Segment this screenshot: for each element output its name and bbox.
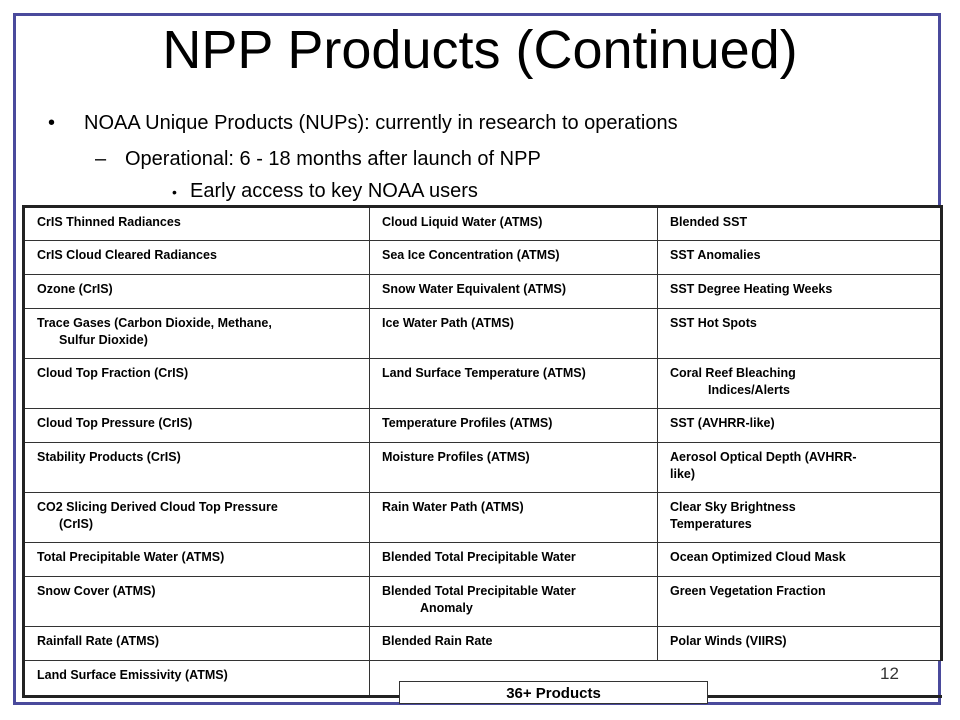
table-cell: CO2 Slicing Derived Cloud Top Pressure (C… [22, 492, 370, 543]
cell-text: Cloud Top Fraction (CrIS) [37, 366, 189, 380]
cell-text: SST (AVHRR-like) [670, 416, 775, 430]
cell-text: Green Vegetation Fraction [670, 584, 826, 598]
table-cell: CrIS Cloud Cleared Radiances [22, 240, 370, 275]
cell-text: CrIS Cloud Cleared Radiances [37, 248, 217, 262]
table-row: CrIS Thinned Radiances Cloud Liquid Water… [22, 205, 943, 241]
cell-text: SST Degree Heating Weeks [670, 282, 833, 296]
cell-text-continued: (CrIS) [59, 517, 94, 531]
bullet-level-2: – Operational: 6 - 18 months after launch… [95, 146, 541, 172]
bullet-level-3: • Early access to key NOAA users [172, 178, 478, 205]
table-cell: Cloud Liquid Water (ATMS) [369, 205, 658, 241]
cell-text: Sea Ice Concentration (ATMS) [382, 248, 560, 262]
cell-text-continued: Sulfur Dioxide) [59, 333, 148, 347]
table-cell: Ice Water Path (ATMS) [369, 308, 658, 359]
table-cell: Cloud Top Fraction (CrIS) [22, 358, 370, 409]
table-row: Cloud Top Fraction (CrIS) Land Surface Te… [22, 358, 943, 409]
cell-text: Ozone (CrIS) [37, 282, 113, 296]
cell-text: Snow Cover (ATMS) [37, 584, 156, 598]
table-cell: SST Anomalies [657, 240, 943, 275]
table-cell: Snow Water Equivalent (ATMS) [369, 274, 658, 309]
table-cell: Ocean Optimized Cloud Mask [657, 542, 943, 577]
cell-text: Blended Total Precipitable Water [382, 550, 576, 564]
table-cell: SST (AVHRR-like) [657, 408, 943, 443]
cell-text: CO2 Slicing Derived Cloud Top Pressure [37, 500, 278, 514]
table-row: Trace Gases (Carbon Dioxide, Methane, Sul… [22, 308, 943, 359]
cell-text: Land Surface Emissivity (ATMS) [37, 668, 228, 682]
table-cell: Land Surface Temperature (ATMS) [369, 358, 658, 409]
cell-text: SST Anomalies [670, 248, 761, 262]
table-row: Stability Products (CrIS) Moisture Profil… [22, 442, 943, 493]
cell-text: CrIS Thinned Radiances [37, 215, 181, 229]
cell-text-continued: Temperatures [670, 517, 752, 531]
bullet-text: NOAA Unique Products (NUPs): currently i… [84, 112, 678, 134]
cell-text: Temperature Profiles (ATMS) [382, 416, 553, 430]
cell-text: Land Surface Temperature (ATMS) [382, 366, 586, 380]
table-cell: SST Hot Spots [657, 308, 943, 359]
table-cell: Moisture Profiles (ATMS) [369, 442, 658, 493]
cell-text: Moisture Profiles (ATMS) [382, 450, 530, 464]
table-row: Cloud Top Pressure (CrIS) Temperature Pro… [22, 408, 943, 443]
table-cell: SST Degree Heating Weeks [657, 274, 943, 309]
table-cell: Trace Gases (Carbon Dioxide, Methane, Sul… [22, 308, 370, 359]
cell-text: SST Hot Spots [670, 316, 757, 330]
cell-text-continued: like) [670, 467, 696, 481]
table-cell: CrIS Thinned Radiances [22, 205, 370, 241]
table-cell: Rain Water Path (ATMS) [369, 492, 658, 543]
cell-text: Stability Products (CrIS) [37, 450, 181, 464]
table-cell: Land Surface Emissivity (ATMS) [22, 660, 370, 698]
cell-text: Cloud Top Pressure (CrIS) [37, 416, 193, 430]
bullet-text: Operational: 6 - 18 months after launch … [125, 148, 541, 170]
table-cell: Ozone (CrIS) [22, 274, 370, 309]
cell-text: Blended Total Precipitable Water [382, 584, 576, 598]
cell-text: Ice Water Path (ATMS) [382, 316, 514, 330]
bullet-level-1: • NOAA Unique Products (NUPs): currently … [48, 110, 678, 136]
cell-text-continued: Indices/Alerts [708, 383, 790, 397]
table-cell: Blended Total Precipitable Water [369, 542, 658, 577]
table-cell: Clear Sky Brightness Temperatures [657, 492, 943, 543]
table-cell: Cloud Top Pressure (CrIS) [22, 408, 370, 443]
cell-text: Coral Reef Bleaching [670, 366, 796, 380]
table-row: Ozone (CrIS) Snow Water Equivalent (ATMS)… [22, 274, 943, 309]
dash-marker: – [95, 148, 107, 170]
bullet-marker: • [48, 112, 56, 134]
table-cell: Blended SST [657, 205, 943, 241]
table-cell: Stability Products (CrIS) [22, 442, 370, 493]
table-row: CO2 Slicing Derived Cloud Top Pressure (C… [22, 492, 943, 543]
cell-text: Rain Water Path (ATMS) [382, 500, 524, 514]
table-row: Total Precipitable Water (ATMS) Blended T… [22, 542, 943, 577]
table-cell: Green Vegetation Fraction [657, 576, 943, 627]
cell-text: Ocean Optimized Cloud Mask [670, 550, 846, 564]
cell-text: Total Precipitable Water (ATMS) [37, 550, 225, 564]
table-cell: Temperature Profiles (ATMS) [369, 408, 658, 443]
table-cell: Polar Winds (VIIRS) [657, 626, 943, 661]
bullet-marker: • [172, 184, 177, 200]
table-row: Snow Cover (ATMS) Blended Total Precipita… [22, 576, 943, 627]
cell-text: Blended SST [670, 215, 748, 229]
page-number: 12 [880, 664, 899, 683]
slide-title: NPP Products (Continued) [162, 20, 798, 80]
table-cell: Rainfall Rate (ATMS) [22, 626, 370, 661]
table-cell: Snow Cover (ATMS) [22, 576, 370, 627]
table-row: CrIS Cloud Cleared Radiances Sea Ice Conc… [22, 240, 943, 275]
cell-text: Blended Rain Rate [382, 634, 493, 648]
cell-text: Polar Winds (VIIRS) [670, 634, 787, 648]
cell-text: Cloud Liquid Water (ATMS) [382, 215, 543, 229]
bullet-text: Early access to key NOAA users [190, 180, 478, 202]
table-cell: Blended Rain Rate [369, 626, 658, 661]
cell-text: Rainfall Rate (ATMS) [37, 634, 159, 648]
cell-text: Trace Gases (Carbon Dioxide, Methane, [37, 316, 272, 330]
cell-text-continued: Anomaly [420, 601, 473, 615]
cell-text: Clear Sky Brightness [670, 500, 796, 514]
table-row: Rainfall Rate (ATMS) Blended Rain Rate Pol… [22, 626, 943, 661]
products-table: CrIS Thinned Radiances Cloud Liquid Water… [22, 205, 943, 698]
cell-text: Aerosol Optical Depth (AVHRR- [670, 450, 857, 464]
products-count-badge: 36+ Products [399, 681, 708, 704]
cell-text: Snow Water Equivalent (ATMS) [382, 282, 567, 296]
table-cell: Sea Ice Concentration (ATMS) [369, 240, 658, 275]
table-cell: Blended Total Precipitable Water Anomaly [369, 576, 658, 627]
table-cell: Aerosol Optical Depth (AVHRR-like) [657, 442, 943, 493]
table-cell: Coral Reef Bleaching Indices/Alerts [657, 358, 943, 409]
table-cell: Total Precipitable Water (ATMS) [22, 542, 370, 577]
